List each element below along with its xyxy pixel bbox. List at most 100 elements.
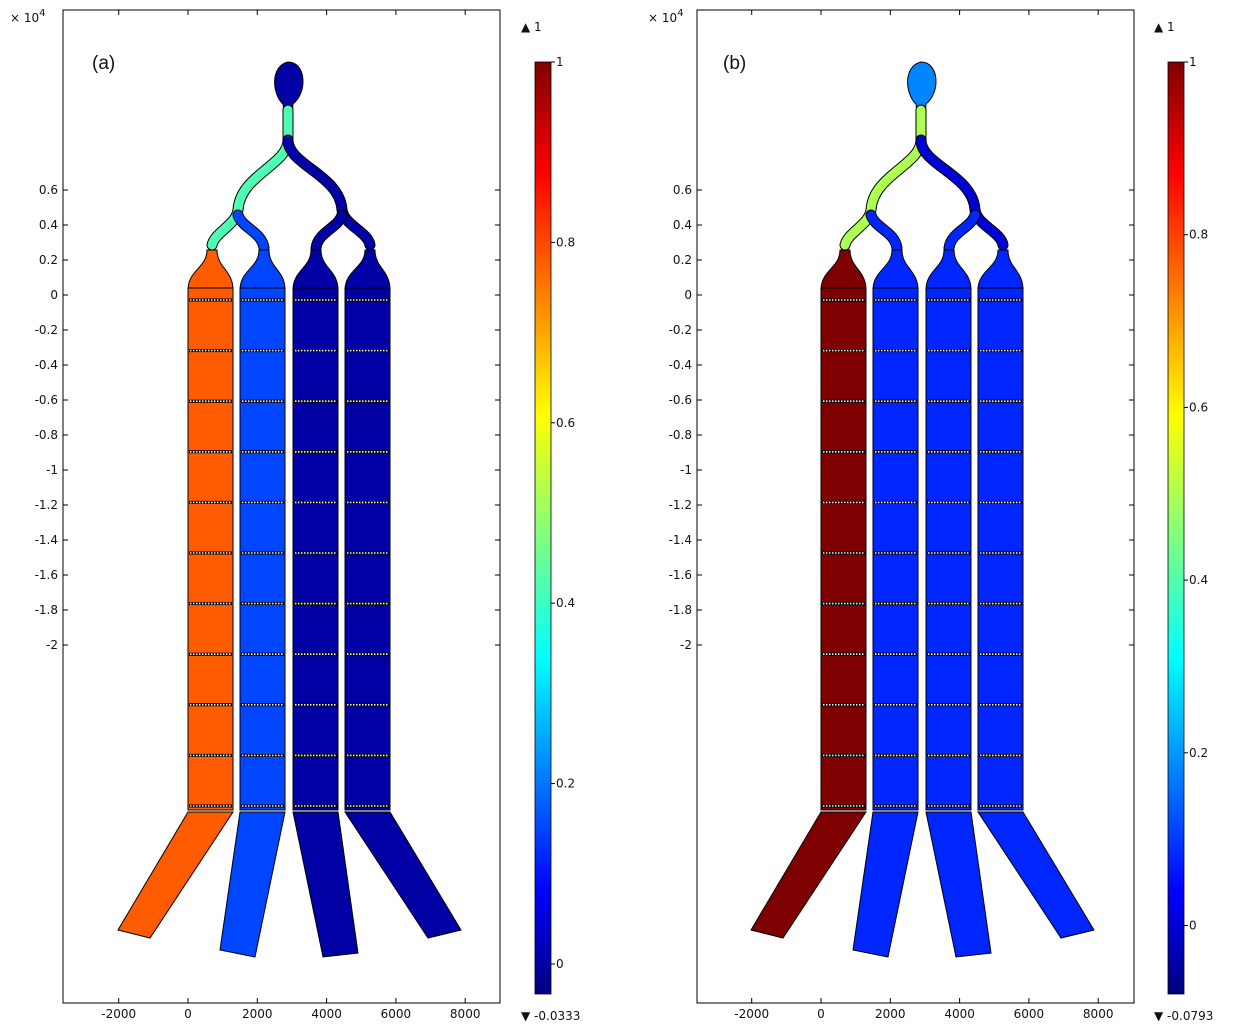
panel-label-a: (a) [92,53,115,74]
colorbar-tick-label: 0.6 [556,416,575,430]
y-tick-label: 0.2 [39,253,58,267]
branch-lower-left-b [233,210,269,253]
channel-3 [292,287,339,811]
colorbar-ticks-a: 1 0.8 0.6 0.4 0.2 0 [551,55,575,971]
colorbar-max-marker-a: ▲ 1 [521,20,542,34]
y-tick-label: -1.6 [35,568,58,582]
colorbar-min-marker-b: ▼ -0.0793 [1154,1009,1213,1023]
channel-1 [820,287,867,811]
y-axis-ticks-b: 0.6 0.4 0.2 0 -0.2 -0.4 -0.6 -0.8 -1 -1.2 -1.4 -1.6… [669,183,1134,652]
colorbar-tick-label: 0.6 [1189,400,1208,414]
x-axis-ticks-a: -2000 0 2000 4000 6000 8000 [101,10,480,1021]
x-tick-label: 2000 [242,1007,273,1021]
channel-funnel [187,249,234,291]
branch-upper-right [916,135,1008,250]
channel-funnel [820,249,867,291]
channel-4 [977,287,1024,811]
colorbar-tick-label: 0.4 [1189,573,1208,587]
y-tick-label: -2 [680,638,692,652]
axis-multiplier-a: × 104 [10,8,46,25]
channel-funnel [872,249,919,291]
colorbar-ticks-b: 1 0.8 0.6 0.4 0.2 0 [1184,55,1208,933]
outlet-3 [925,811,992,958]
plot-frame-a [62,9,501,1004]
y-tick-label: 0.6 [673,183,692,197]
y-tick-label: -0.6 [669,393,692,407]
x-tick-label: 4000 [311,1007,342,1021]
y-tick-label: -0.2 [669,323,692,337]
outlet-4 [977,811,1095,939]
y-tick-label: 0.2 [673,253,692,267]
branch-upper-right [283,135,375,250]
outlet-1 [750,811,867,939]
panel-b: (b) × 104 0.6 0.4 0.2 0 -0.2 -0.4 -0.6 -0.8 -1 -1… [648,8,1213,1023]
channel-funnel [292,249,339,291]
colorbar-tick-label: 1 [556,55,564,69]
colorbar-tick-label: 0.4 [556,596,575,610]
colorbar-tick-label: 0.2 [556,777,575,791]
plot-frame-b [696,9,1135,1004]
inlet-reservoir [274,61,304,119]
colorbar-tick-label: 0 [556,957,564,971]
y-tick-label: 0.4 [39,218,58,232]
branch-upper-left [840,105,926,250]
y-tick-label: -1.8 [669,603,692,617]
channel-2 [872,287,919,811]
y-tick-label: -0.2 [35,323,58,337]
axis-multiplier-b: × 104 [648,8,684,25]
y-tick-label: -1.2 [669,498,692,512]
branch-lower-right-a [311,210,347,253]
y-tick-label: -0.4 [35,358,58,372]
microfluidic-device-b [750,61,1095,958]
y-tick-label: -1.2 [35,498,58,512]
branch-upper-left [207,105,293,250]
x-tick-label: 8000 [1083,1007,1114,1021]
y-tick-label: 0 [684,288,692,302]
y-tick-label: -2 [46,638,58,652]
colorbar-tick-label: 0.2 [1189,746,1208,760]
y-tick-label: -0.4 [669,358,692,372]
colorbar-b [1167,61,1185,995]
branch-lower-left-b [866,210,902,253]
y-tick-label: -1.6 [669,568,692,582]
y-axis-ticks-a: 0.6 0.4 0.2 0 -0.2 -0.4 -0.6 -0.8 -1 -1.2 -1.4 -1.6… [35,183,500,652]
colorbar-a [534,61,552,995]
colorbar-tick-label: 0.8 [1189,228,1208,242]
x-tick-label: 6000 [381,1007,412,1021]
x-tick-label: 6000 [1014,1007,1045,1021]
y-tick-label: -1 [680,463,692,477]
panel-a: (a) × 104 0.6 0.4 0.2 0 -0.2 -0.4 -0.6 -0.8 -1 -1… [10,8,580,1023]
x-tick-label: 0 [184,1007,192,1021]
channel-funnel [977,249,1024,291]
channel-funnel [239,249,286,291]
channel-2 [239,287,286,811]
colorbar-tick-label: 1 [1189,55,1197,69]
channel-funnel [344,249,391,291]
y-tick-label: -0.8 [669,428,692,442]
y-tick-label: 0.6 [39,183,58,197]
y-tick-label: 0.4 [673,218,692,232]
panel-label-b: (b) [723,53,746,74]
outlet-1 [117,811,234,939]
outlet-4 [344,811,462,939]
channel-4 [344,287,391,811]
outlet-2 [852,811,919,958]
channel-3 [925,287,972,811]
x-tick-label: 8000 [450,1007,481,1021]
x-tick-label: 4000 [944,1007,975,1021]
colorbar-max-marker-b: ▲ 1 [1154,20,1175,34]
colorbar-tick-label: 0.8 [556,235,575,249]
channel-funnel [925,249,972,291]
colorbar-tick-label: 0 [1189,919,1197,933]
y-tick-label: -1.4 [669,533,692,547]
y-tick-label: -1 [46,463,58,477]
channel-1 [187,287,234,811]
y-tick-label: -1.4 [35,533,58,547]
y-tick-label: -0.8 [35,428,58,442]
outlet-2 [219,811,286,958]
x-tick-label: 2000 [875,1007,906,1021]
x-tick-label: 0 [817,1007,825,1021]
branch-lower-right-a [944,210,980,253]
colorbar-min-marker-a: ▼ -0.0333 [521,1009,580,1023]
